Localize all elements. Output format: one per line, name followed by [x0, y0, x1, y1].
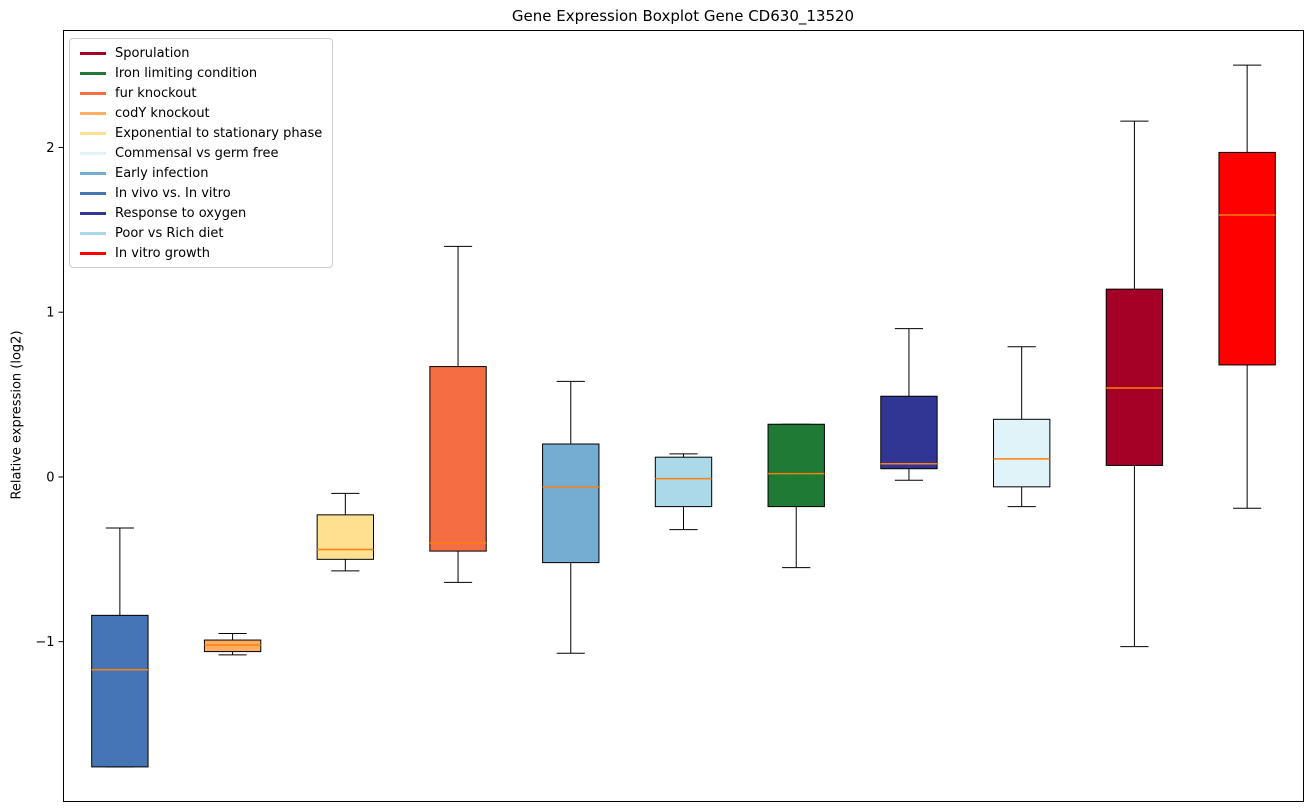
legend-color-swatch	[80, 91, 106, 95]
iqr-box	[1218, 151, 1276, 366]
legend-color-swatch	[80, 211, 106, 215]
iqr-box	[542, 443, 600, 564]
chart-title: Gene Expression Boxplot Gene CD630_13520	[511, 7, 855, 25]
legend-item: Commensal vs germ free	[80, 145, 322, 161]
boxplot-sporulation	[1105, 120, 1164, 648]
legend: Sporulation Iron limiting condition fur …	[69, 38, 334, 268]
iqr-box	[767, 423, 825, 508]
legend-item-label: In vivo vs. In vitro	[115, 185, 231, 201]
boxplot-iron-limiting-condition	[767, 423, 825, 569]
iqr-box	[429, 366, 487, 552]
legend-color-swatch	[80, 191, 106, 195]
legend-item: Iron limiting condition	[80, 65, 322, 81]
legend-item-label: fur knockout	[115, 85, 197, 101]
legend-color-swatch	[80, 131, 106, 135]
boxplot-poor-vs-rich-diet	[654, 453, 713, 531]
axes-frame	[63, 30, 1304, 802]
boxplot-fur-knockout	[429, 245, 487, 583]
legend-color-swatch	[80, 111, 106, 115]
boxplot-exponential-to-stationary-phase	[316, 492, 374, 572]
legend-item-label: codY knockout	[115, 105, 210, 121]
legend-item-label: Commensal vs germ free	[115, 145, 279, 161]
iqr-box	[91, 614, 149, 768]
legend-item: Sporulation	[80, 45, 322, 61]
boxplot-commensal-vs-germ-free	[993, 346, 1051, 508]
legend-item: Response to oxygen	[80, 205, 322, 221]
legend-item: fur knockout	[80, 85, 322, 101]
iqr-box	[1105, 288, 1164, 466]
boxplot-cody-knockout	[203, 632, 262, 656]
legend-item-label: Poor vs Rich diet	[115, 225, 224, 241]
legend-item: codY knockout	[80, 105, 322, 121]
legend-item: Early infection	[80, 165, 322, 181]
legend-item: Exponential to stationary phase	[80, 125, 322, 141]
iqr-box	[993, 418, 1051, 488]
legend-item-label: Iron limiting condition	[115, 65, 258, 81]
y-tick-label: 1	[46, 306, 54, 321]
legend-color-swatch	[80, 71, 106, 75]
legend-color-swatch	[80, 171, 106, 175]
y-tick-label: −1	[35, 635, 54, 650]
iqr-box	[316, 514, 374, 560]
y-tick-label: 0	[46, 470, 54, 485]
legend-color-swatch	[80, 51, 106, 55]
legend-color-swatch	[80, 251, 106, 255]
y-tick-label: 2	[46, 141, 54, 156]
boxplot-early-infection	[542, 380, 600, 654]
iqr-box	[203, 639, 262, 653]
legend-item-label: In vitro growth	[115, 245, 210, 261]
legend-color-swatch	[80, 231, 106, 235]
boxplot-in-vivo-vs-in-vitro	[91, 527, 149, 768]
boxplot-response-to-oxygen	[880, 328, 938, 481]
legend-item: In vitro growth	[80, 245, 322, 261]
legend-item: Poor vs Rich diet	[80, 225, 322, 241]
legend-item: In vivo vs. In vitro	[80, 185, 322, 201]
iqr-box	[880, 395, 938, 470]
legend-item-label: Response to oxygen	[115, 205, 247, 221]
legend-item-label: Exponential to stationary phase	[115, 125, 323, 141]
boxplot-in-vitro-growth	[1218, 64, 1276, 509]
legend-item-label: Early infection	[115, 165, 209, 181]
iqr-box	[654, 456, 713, 508]
legend-color-swatch	[80, 151, 106, 155]
legend-item-label: Sporulation	[115, 45, 190, 61]
